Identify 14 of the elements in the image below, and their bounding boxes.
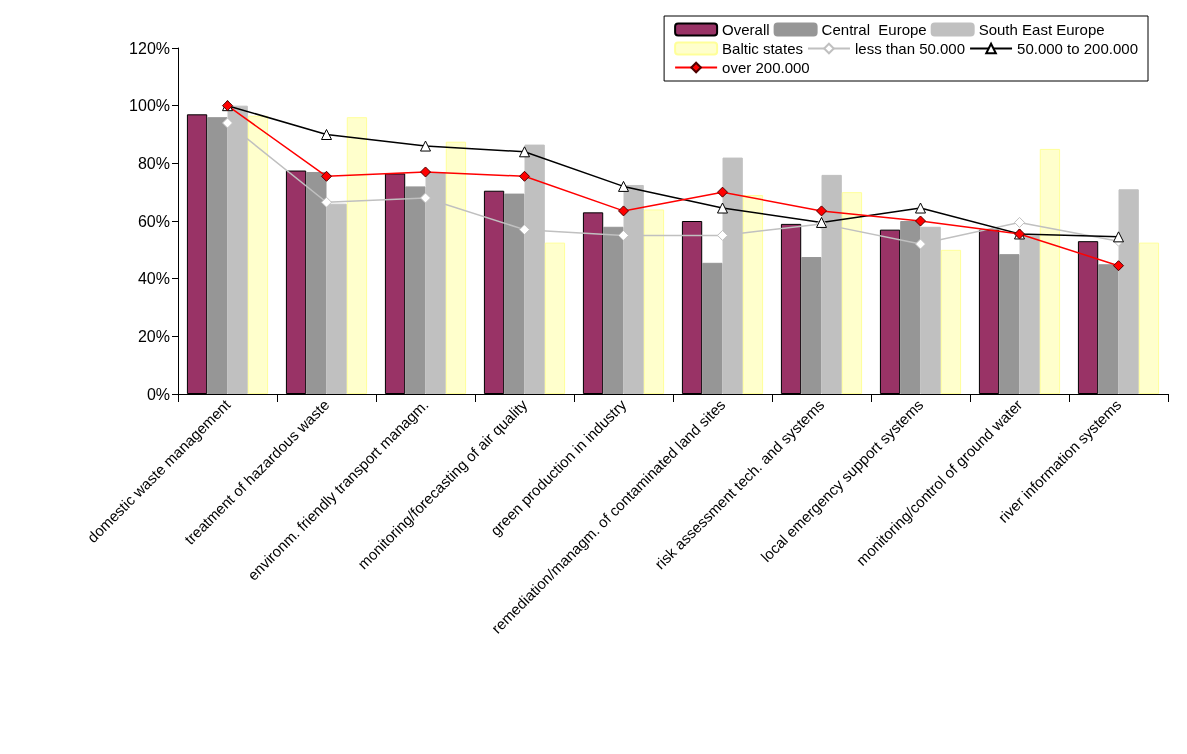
y-tick-label: 120%	[129, 39, 170, 57]
y-tick-label: 100%	[129, 97, 170, 115]
legend-label: over 200.000	[722, 59, 810, 76]
legend-label: South East Europe	[978, 21, 1105, 38]
legend-label: Baltic states	[722, 40, 803, 57]
y-tick-label: 80%	[137, 154, 170, 172]
y-tick-label: 20%	[137, 327, 170, 345]
legend-label: less than 50.000	[854, 40, 966, 57]
legend-label: Overall	[722, 21, 770, 38]
legend-label: 50.000 to 200.000	[1017, 40, 1139, 57]
y-tick-label: 40%	[137, 270, 170, 288]
y-tick-label: 0%	[146, 385, 170, 403]
legend-label: Central Europe	[821, 21, 927, 38]
y-tick-label: 60%	[137, 212, 170, 230]
